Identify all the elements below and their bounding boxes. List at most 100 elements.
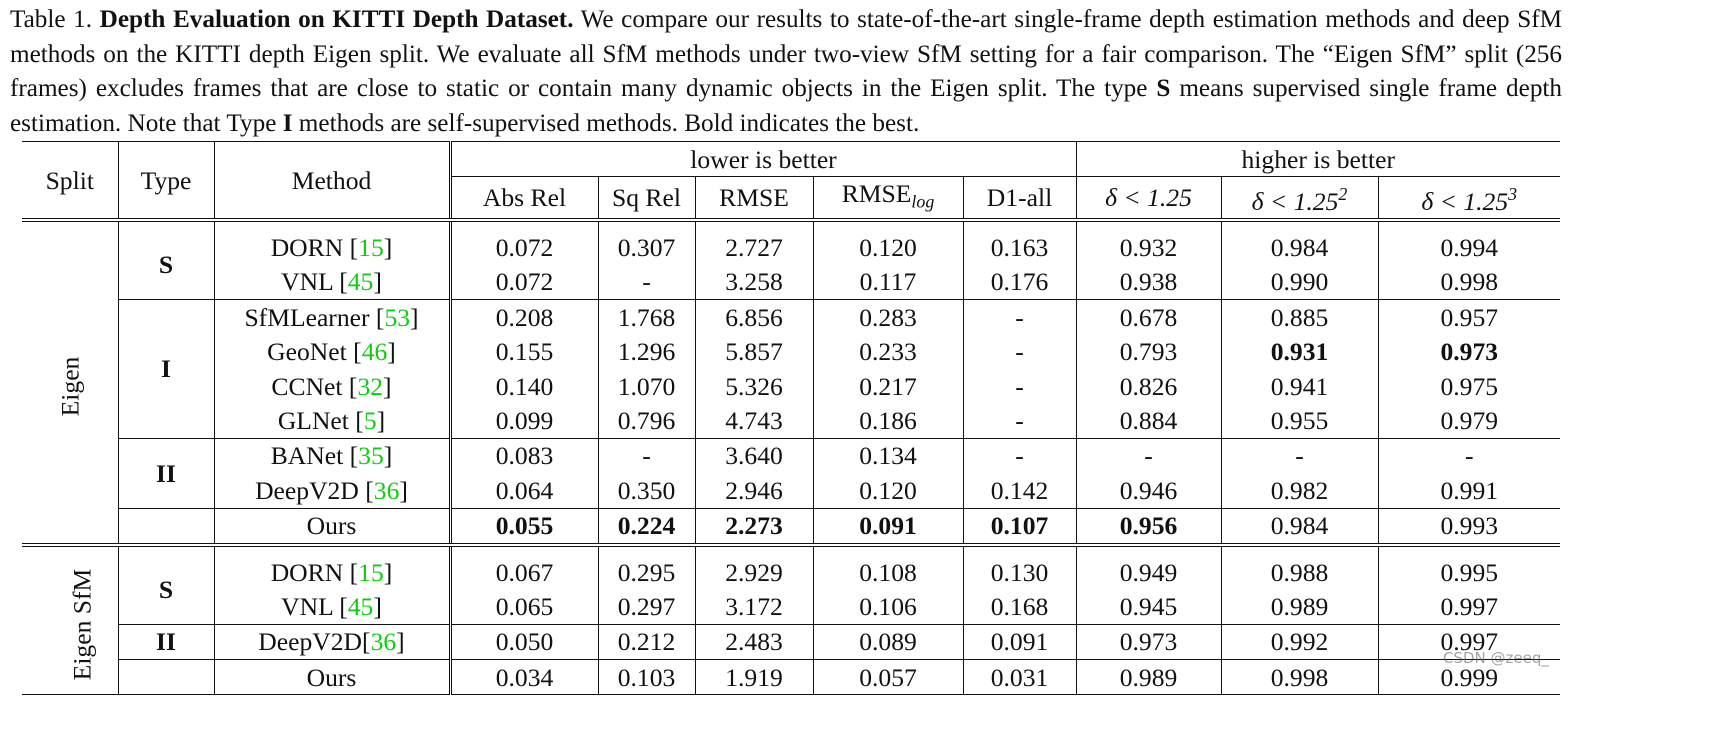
method-cell: DORN [15] <box>213 230 450 265</box>
method-cell: Ours <box>213 659 450 696</box>
watermark: CSDN @zeeq_ <box>1443 649 1549 667</box>
cite-open-bracket: [ <box>349 557 359 587</box>
header-lower-is-better: lower is better <box>448 141 1076 177</box>
value-delta-2: 0.955 <box>1220 403 1378 439</box>
value-sq-rel: 0.350 <box>597 473 695 508</box>
table-row: Ours 0.034 0.103 1.919 0.057 0.031 0.989 0.998 0… <box>22 659 1561 696</box>
value-delta-1: 0.946 <box>1075 473 1221 508</box>
value-delta-2: - <box>1220 437 1378 474</box>
value-delta-2: 0.990 <box>1220 264 1378 300</box>
value-delta-2: 0.992 <box>1220 623 1378 660</box>
value-delta-3: 0.998 <box>1377 264 1561 300</box>
header-method: Method <box>213 141 450 221</box>
citation-link[interactable]: 5 <box>363 406 377 436</box>
method-name: GeoNet <box>267 337 354 367</box>
value-rmse: 4.743 <box>694 403 813 439</box>
value-abs-rel: 0.050 <box>448 623 598 660</box>
value-rmse-log: 0.233 <box>812 334 963 369</box>
table-row: GeoNet [46] 0.155 1.296 5.857 0.233-0.793 0.9… <box>22 334 1561 369</box>
cite-open-bracket: [ <box>339 267 348 297</box>
value-delta-3: 0.999 <box>1377 659 1561 696</box>
value-delta-2: 0.885 <box>1220 299 1378 335</box>
value-d1-all: - <box>962 403 1076 439</box>
citation-link[interactable]: 35 <box>358 441 384 471</box>
type-cell: I <box>117 299 214 439</box>
cite-close-bracket: ] <box>399 475 408 505</box>
value-delta-2: 0.998 <box>1220 659 1378 696</box>
value-d1-all: 0.176 <box>962 264 1076 300</box>
value-rmse-log: 0.106 <box>812 589 963 625</box>
table-row: I SfMLearner [53] 0.208 1.768 6.856 0.283-0.6… <box>22 299 1561 439</box>
split-label: Eigen <box>55 356 85 417</box>
header-type: Type <box>117 141 214 221</box>
method-cell: SfMLearner [53] <box>213 299 450 335</box>
type-cell: II <box>117 437 214 508</box>
method-cell: DeepV2D[36] <box>213 623 450 660</box>
cite-open-bracket: [ <box>355 406 364 436</box>
type-cell: S <box>117 554 214 625</box>
method-cell: BANet [35] <box>213 437 450 474</box>
value-rmse-log: 0.134 <box>812 437 963 474</box>
table-row: II DeepV2D[36] 0.050 0.212 2.483 0.089 0.091 0.… <box>22 623 1561 660</box>
value-abs-rel: 0.072 <box>448 264 598 300</box>
value-delta-3: 0.979 <box>1377 403 1561 439</box>
header-d1-all: D1-all <box>962 176 1076 221</box>
method-name: GLNet <box>277 406 356 436</box>
value-abs-rel: 0.055 <box>448 507 598 545</box>
value-rmse: 3.640 <box>694 437 813 474</box>
table-row: VNL [45] 0.065 0.297 3.172 0.106 0.168 0.945 0.… <box>22 589 1561 625</box>
value-delta-1: 0.973 <box>1075 623 1221 660</box>
method-name: Ours <box>306 511 357 541</box>
citation-link[interactable]: 36 <box>370 627 397 657</box>
split-cell: Eigen SfM <box>22 554 118 696</box>
value-delta-3: 0.975 <box>1377 368 1561 404</box>
table-body: Eigen S DORN [15] 0.072 0.307 2.727 0.120 0.163… <box>22 218 1561 696</box>
method-name: VNL <box>281 267 340 297</box>
citation-link[interactable]: 15 <box>358 557 384 587</box>
citation-link[interactable]: 53 <box>384 302 411 332</box>
cite-open-bracket: [ <box>353 337 362 367</box>
citation-link[interactable]: 15 <box>358 233 384 263</box>
value-delta-1: 0.949 <box>1075 554 1221 590</box>
value-d1-all: 0.163 <box>962 230 1076 265</box>
value-delta-1: 0.932 <box>1075 230 1221 265</box>
header-rmse-log: RMSElog <box>812 176 963 221</box>
table-row: Ours 0.055 0.224 2.273 0.091 0.107 0.956 0.984 0… <box>22 507 1561 545</box>
citation-link[interactable]: 45 <box>347 591 374 621</box>
citation-link[interactable]: 36 <box>373 475 400 505</box>
method-name: VNL <box>281 591 340 621</box>
table-row: GLNet [5] 0.099 0.796 4.743 0.186-0.884 0.955… <box>22 403 1561 439</box>
header-higher-is-better: higher is better <box>1075 141 1561 177</box>
table-row: Eigen SfM S DORN [15] 0.067 0.295 2.929 0.108 0… <box>22 554 1561 696</box>
results-table: Split Type Method lower is better higher… <box>22 141 1561 696</box>
value-delta-1: 0.945 <box>1075 589 1221 625</box>
value-sq-rel: 0.212 <box>597 623 695 660</box>
cite-close-bracket: ] <box>410 302 419 332</box>
citation-link[interactable]: 46 <box>361 337 388 367</box>
cite-open-bracket: [ <box>365 475 374 505</box>
value-delta-2: 0.984 <box>1220 507 1378 545</box>
delta-2-superscript: 2 <box>1338 183 1348 204</box>
type-cell <box>117 507 214 545</box>
cite-close-bracket: ] <box>373 267 382 297</box>
value-abs-rel: 0.099 <box>448 403 598 439</box>
value-d1-all: 0.168 <box>962 589 1076 625</box>
type-cell: S <box>117 230 214 300</box>
value-sq-rel: 0.307 <box>597 230 695 265</box>
value-d1-all: 0.107 <box>962 507 1076 545</box>
value-d1-all: 0.031 <box>962 659 1076 696</box>
value-sq-rel: 0.796 <box>597 403 695 439</box>
header-sq-rel: Sq Rel <box>597 176 695 221</box>
method-cell: CCNet [32] <box>213 368 450 404</box>
value-abs-rel: 0.067 <box>448 554 598 590</box>
value-rmse-log: 0.057 <box>812 659 963 696</box>
value-abs-rel: 0.034 <box>448 659 598 696</box>
method-name: CCNet <box>271 371 349 401</box>
value-delta-3: 0.993 <box>1377 507 1561 545</box>
cite-close-bracket: ] <box>383 557 393 587</box>
value-delta-2: 0.982 <box>1220 473 1378 508</box>
value-delta-1: 0.989 <box>1075 659 1221 696</box>
cite-close-bracket: ] <box>376 406 386 436</box>
citation-link[interactable]: 45 <box>347 267 374 297</box>
citation-link[interactable]: 32 <box>357 371 384 401</box>
